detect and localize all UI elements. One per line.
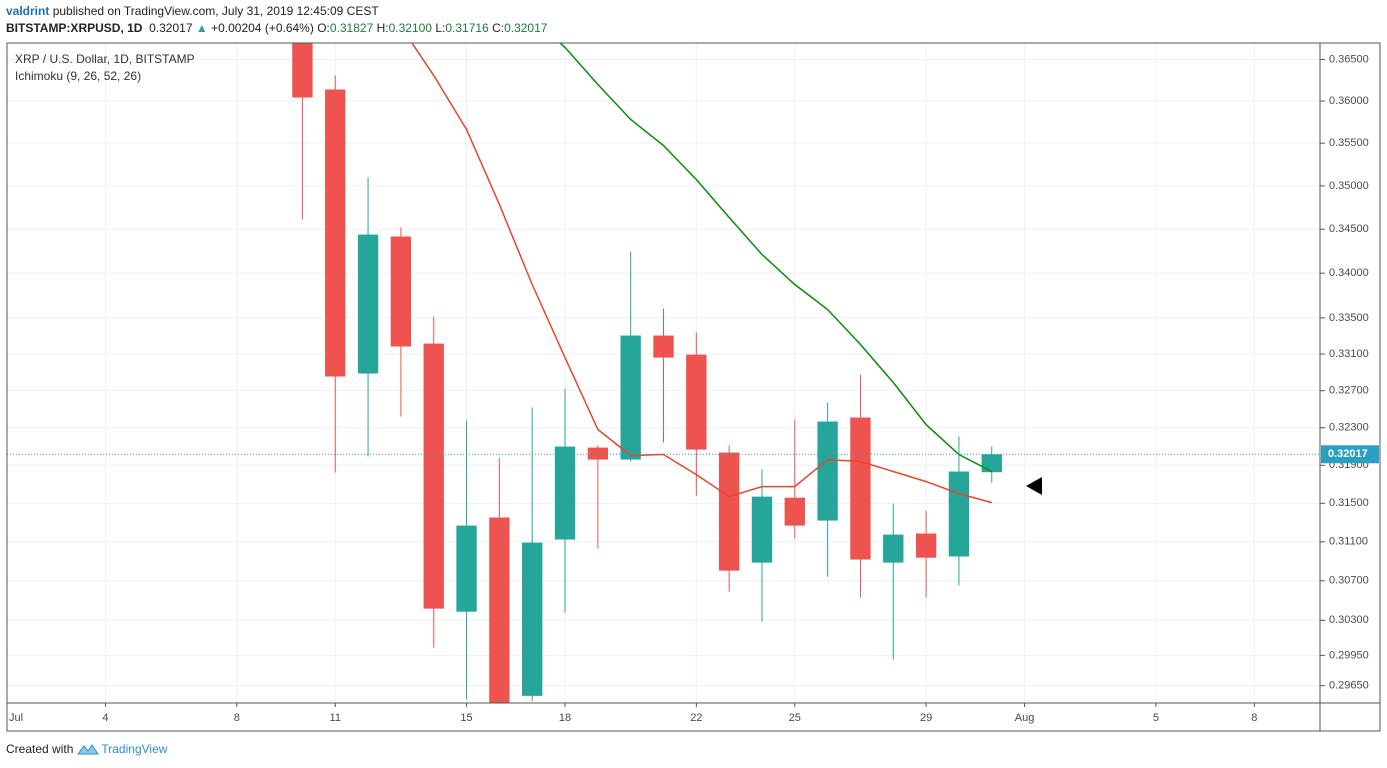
x-tick-label: 22 (690, 712, 702, 724)
candle-body (948, 471, 970, 557)
footer-brand[interactable]: TradingView (101, 742, 168, 756)
x-tick-label: 11 (330, 712, 341, 724)
candle-body (423, 343, 444, 609)
legend-title: XRP / U.S. Dollar, 1D, BITSTAMP (15, 52, 195, 66)
candle-body (850, 417, 871, 560)
last-value: 0.32017 (149, 21, 193, 35)
y-tick-label: 0.30700 (1329, 575, 1369, 587)
last-price-label: 0.32017 (1328, 448, 1368, 460)
candle-body (653, 335, 674, 358)
low-label: L: (435, 21, 446, 35)
open-label: O: (317, 21, 330, 35)
candle-body (456, 525, 477, 612)
x-tick-label: 4 (102, 712, 108, 724)
indicator-line (411, 43, 992, 504)
plot-area (7, 43, 1320, 703)
high-label: H: (376, 21, 389, 35)
y-tick-label: 0.32300 (1329, 422, 1369, 434)
y-tick-label: 0.36000 (1329, 95, 1369, 107)
symbol: BITSTAMP:XRPUSD, 1D (6, 21, 143, 35)
candle-body (522, 542, 543, 696)
candle-body (915, 533, 937, 558)
chart: 0.36500 0.36000 0.35500 0.35000 0.34500 0.340… (6, 42, 1381, 732)
footer: Created with TradingView (6, 742, 167, 756)
publish-info: published on TradingView.com, July 31, 2… (52, 4, 379, 18)
close-value: 0.32017 (504, 21, 548, 35)
candle-body (620, 335, 641, 460)
indicator-label: Ichimoku (9, 26, 52, 26) (15, 69, 141, 83)
y-tick-label: 0.32700 (1329, 385, 1369, 397)
candle-body (883, 534, 904, 563)
y-tick-label: 0.29950 (1329, 649, 1369, 661)
candle-body (817, 421, 838, 521)
candle-body (390, 236, 412, 347)
annotation-arrow (1026, 477, 1042, 495)
indicator-line (558, 43, 993, 473)
candle-body (489, 517, 510, 703)
y-tick-label: 0.33100 (1329, 348, 1369, 360)
y-tick-label: 0.31500 (1329, 497, 1369, 509)
close-label: C: (492, 21, 505, 35)
author[interactable]: valdrint (6, 4, 50, 18)
x-tick-label: 29 (920, 712, 932, 724)
x-tick-label: Jul (9, 712, 23, 724)
candle-body (981, 454, 1002, 473)
y-tick-label: 0.36500 (1329, 53, 1369, 65)
y-tick-label: 0.34500 (1329, 223, 1369, 235)
x-tick-label: 18 (559, 712, 571, 724)
x-tick-label: 25 (789, 712, 801, 724)
candle-body (325, 89, 346, 377)
y-tick-label: 0.35000 (1329, 180, 1369, 192)
candle-body (784, 497, 805, 526)
candle-body (587, 447, 609, 460)
low-value: 0.31716 (445, 21, 489, 35)
y-tick-label: 0.30300 (1329, 614, 1369, 626)
last-price-box (1321, 445, 1379, 464)
symbol-line: BITSTAMP:XRPUSD, 1D 0.32017 ▲ +0.00204 (… (6, 21, 547, 35)
change-arrow: ▲ (195, 21, 208, 35)
candle-body (686, 354, 707, 450)
y-tick-label: 0.31100 (1329, 536, 1368, 548)
y-tick-label: 0.34000 (1329, 267, 1369, 279)
x-tick-label: 8 (234, 712, 240, 724)
y-tick-label: 0.35500 (1329, 137, 1369, 149)
publish-line: valdrint published on TradingView.com, J… (6, 4, 379, 18)
x-tick-label: 8 (1251, 712, 1257, 724)
candle-body (751, 496, 773, 563)
x-tick-label: Aug (1015, 712, 1035, 724)
change: +0.00204 (+0.64%) (211, 21, 314, 35)
y-tick-label: 0.29650 (1329, 680, 1369, 692)
x-tick-label: 5 (1153, 712, 1159, 724)
high-value: 0.32100 (388, 21, 432, 35)
open-value: 0.31827 (329, 21, 374, 35)
x-tick-label: 15 (460, 712, 472, 724)
axes: 0.36500 0.36000 0.35500 0.35000 0.34500 0.340… (6, 53, 1379, 724)
candle-body (554, 446, 576, 540)
candle-body (292, 43, 313, 98)
y-tick-label: 0.33500 (1329, 312, 1369, 324)
frame (6, 42, 1381, 732)
brand-logo (77, 744, 100, 755)
candle-body (357, 234, 379, 374)
candle-body (718, 452, 740, 571)
footer-text: Created with (6, 742, 74, 756)
